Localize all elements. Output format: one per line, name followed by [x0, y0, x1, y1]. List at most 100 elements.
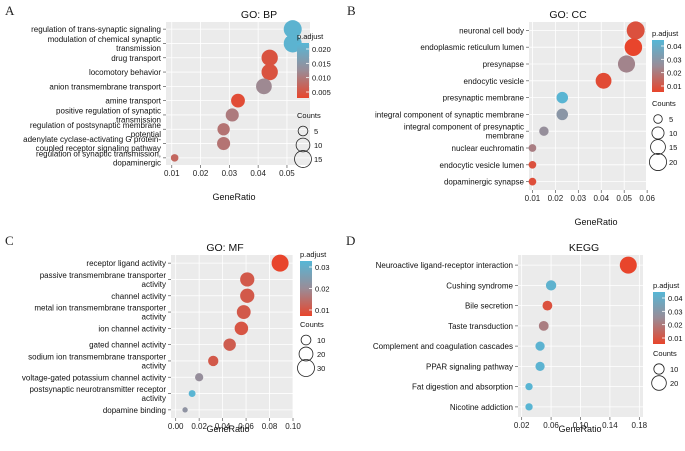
data-point[interactable] [256, 78, 272, 95]
data-point[interactable] [261, 49, 278, 66]
data-point[interactable] [195, 373, 204, 382]
data-point[interactable] [542, 300, 553, 311]
data-point[interactable] [525, 382, 533, 391]
data-point[interactable] [535, 341, 545, 351]
data-point[interactable] [217, 123, 230, 136]
category-label: voltage-gated potassium channel activity [22, 373, 166, 382]
category-label-line: positive regulation of synaptic [56, 106, 161, 115]
category-label-line: transmission [116, 115, 161, 124]
category-label-line: gated channel activity [89, 341, 166, 350]
data-point[interactable] [225, 108, 239, 122]
category-label-line: regulation of postsynaptic membrane [30, 121, 162, 130]
data-point[interactable] [283, 20, 302, 39]
legend-color-tick-label: 0.01 [668, 334, 683, 343]
category-label-line: adenylate cyclase-activating G protein- [23, 135, 161, 144]
data-point[interactable] [240, 288, 255, 303]
data-point[interactable] [261, 63, 278, 81]
category-label: nuclear euchromatin [452, 144, 524, 153]
data-point[interactable] [535, 361, 545, 372]
data-point[interactable] [539, 126, 549, 136]
legend-size-circle [650, 139, 666, 155]
data-point[interactable] [528, 160, 537, 169]
data-point[interactable] [528, 177, 537, 186]
panel-title: GO: MF [206, 242, 243, 254]
panel-letter: D [346, 233, 355, 248]
category-label-line: Cushing syndrome [446, 281, 513, 290]
legend-color-title: p.adjust [297, 32, 324, 41]
data-point[interactable] [624, 38, 643, 56]
category-label: presynaptic membrane [443, 94, 525, 103]
category-label-line: potential [131, 130, 161, 139]
category-label: sodium ion transmembrane transporter acti… [28, 352, 166, 370]
category-label-line: endocytic vesicle [464, 77, 525, 86]
data-point[interactable] [528, 144, 537, 152]
category-label: integral component of synaptic membrane [375, 110, 525, 119]
x-tick-label: 0.00 [168, 422, 184, 431]
data-point[interactable] [525, 403, 533, 411]
data-point[interactable] [231, 93, 245, 108]
data-point[interactable] [556, 91, 569, 104]
legend-color-bar [652, 40, 664, 92]
data-point[interactable] [240, 272, 255, 287]
data-point[interactable] [236, 305, 251, 319]
category-label-line: regulation of synaptic transmission, [36, 149, 161, 158]
category-label-line: neuronal cell body [459, 26, 524, 35]
data-point[interactable] [595, 72, 612, 89]
data-point[interactable] [545, 280, 557, 291]
category-label: ion channel activity [98, 324, 166, 333]
legend-size-label: 20 [317, 350, 325, 359]
data-point[interactable] [208, 355, 219, 367]
data-point[interactable] [626, 21, 645, 40]
data-point[interactable] [182, 407, 188, 413]
data-point[interactable] [170, 154, 179, 162]
category-label-line: channel activity [111, 292, 166, 301]
category-label: Cushing syndrome [446, 281, 513, 290]
data-point[interactable] [617, 55, 636, 73]
data-point[interactable] [188, 390, 196, 398]
category-label: Neuroactive ligand-receptor interaction [376, 261, 513, 270]
data-point[interactable] [271, 254, 289, 272]
data-point[interactable] [223, 338, 236, 351]
legend-size-label: 10 [670, 365, 678, 374]
category-label-line: modulation of chemical synaptic [48, 35, 161, 44]
category-label: PPAR signaling pathway [426, 362, 513, 371]
category-label: Complement and coagulation cascades [373, 342, 513, 351]
legend-color-title: p.adjust [652, 29, 679, 38]
category-label: integral component of presynaptic membran… [404, 123, 525, 141]
x-tick-label: 0.02 [191, 422, 207, 431]
data-point[interactable] [538, 320, 549, 331]
data-point[interactable] [234, 321, 249, 336]
category-label: passive transmembrane transporter activit… [40, 271, 167, 289]
legend-color-tick-label: 0.03 [668, 307, 683, 316]
legend-size-label: 5 [669, 115, 673, 124]
category-label: positive regulation of synaptic transmiss… [56, 106, 161, 124]
x-axis-label: GeneRatio [206, 424, 249, 434]
category-label-line: coupled receptor signaling pathway [36, 144, 161, 153]
legend-size-circle [298, 346, 314, 362]
category-label: dopamine binding [103, 406, 166, 415]
legend-color-bar [653, 292, 665, 344]
x-tick-label: 0.02 [548, 194, 564, 203]
data-point[interactable] [556, 108, 569, 121]
data-point[interactable] [217, 137, 231, 151]
data-point[interactable] [619, 256, 637, 274]
x-tick-label: 0.06 [639, 194, 655, 203]
panel-title: GO: BP [241, 9, 277, 21]
category-label-line: postsynaptic neurotransmitter receptor [29, 385, 166, 394]
legend-size-circle [653, 363, 665, 375]
category-label-line: sodium ion transmembrane transporter [28, 352, 166, 361]
category-label: dopaminergic synapse [444, 178, 525, 187]
x-tick-label: 0.10 [285, 422, 301, 431]
category-label: Taste transduction [448, 322, 513, 331]
legend-color-tick-label: 0.02 [667, 69, 682, 78]
legend-size-circle [651, 375, 667, 391]
legend-size-circle [651, 126, 665, 140]
category-label-line: Nicotine addiction [450, 403, 513, 412]
legend-size-circle [297, 359, 315, 377]
category-label: regulation of synaptic transmission, dopa… [36, 149, 161, 167]
category-label-line: endocytic vesicle lumen [440, 161, 524, 170]
legend-color-tick-label: 0.04 [667, 42, 682, 51]
legend-size-label: 15 [669, 143, 677, 152]
legend-color-tick-label: 0.03 [315, 263, 330, 272]
